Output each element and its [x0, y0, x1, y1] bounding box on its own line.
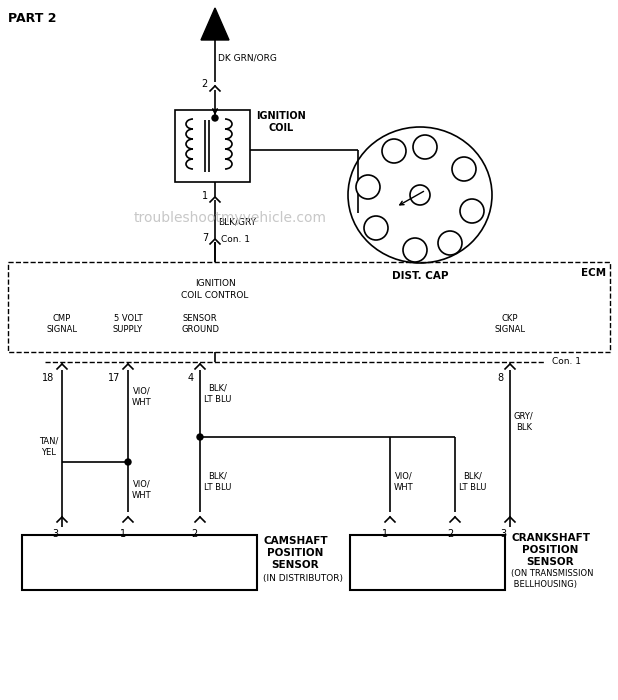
Polygon shape: [201, 8, 229, 40]
Text: 1: 1: [382, 529, 388, 539]
Circle shape: [356, 175, 380, 199]
Text: 3: 3: [500, 529, 506, 539]
Text: VIO/
WHT: VIO/ WHT: [132, 480, 151, 500]
Text: 2: 2: [365, 183, 371, 192]
Bar: [350, 535, 505, 590]
Text: 18: 18: [42, 373, 54, 383]
Text: 2: 2: [201, 79, 208, 89]
Text: Con. 1: Con. 1: [221, 234, 250, 244]
Text: 7: 7: [201, 233, 208, 243]
Circle shape: [438, 231, 462, 255]
Bar: [175, 110, 250, 182]
Text: (IN DISTRIBUTOR): (IN DISTRIBUTOR): [263, 575, 343, 584]
Circle shape: [212, 115, 218, 121]
Text: 2: 2: [447, 529, 453, 539]
Text: 4: 4: [188, 373, 194, 383]
Text: 1: 1: [391, 146, 397, 155]
Text: 8: 8: [498, 373, 504, 383]
Text: 8: 8: [422, 143, 428, 151]
Text: BLK/
LT BLU: BLK/ LT BLU: [204, 472, 231, 492]
Circle shape: [460, 199, 484, 223]
Circle shape: [403, 238, 427, 262]
Text: BLK/
LT BLU: BLK/ LT BLU: [459, 472, 486, 492]
Text: IGNITION
COIL: IGNITION COIL: [256, 111, 306, 133]
Text: BLK/
LT BLU: BLK/ LT BLU: [204, 384, 231, 404]
Circle shape: [382, 139, 406, 163]
Text: CAMSHAFT
POSITION
SENSOR: CAMSHAFT POSITION SENSOR: [263, 536, 328, 570]
Text: 4: 4: [461, 164, 467, 174]
Text: CRANKSHAFT
POSITION
SENSOR: CRANKSHAFT POSITION SENSOR: [511, 533, 590, 568]
Text: DK GRN/ORG: DK GRN/ORG: [218, 53, 277, 62]
Circle shape: [364, 216, 388, 240]
Text: DIST. CAP: DIST. CAP: [392, 271, 448, 281]
Text: 3: 3: [469, 206, 475, 216]
Circle shape: [452, 157, 476, 181]
Circle shape: [197, 434, 203, 440]
Text: PART 2: PART 2: [8, 12, 56, 25]
Circle shape: [413, 135, 437, 159]
Text: 5 VOLT
SUPPLY: 5 VOLT SUPPLY: [113, 314, 143, 334]
Text: BLK/GRY: BLK/GRY: [218, 218, 256, 227]
Text: 3: 3: [52, 529, 58, 539]
Circle shape: [125, 459, 131, 465]
Text: (ON TRANSMISSION
 BELLHOUSING): (ON TRANSMISSION BELLHOUSING): [511, 569, 593, 589]
Text: 1: 1: [202, 191, 208, 201]
Text: 6: 6: [447, 239, 453, 248]
Text: 1: 1: [120, 529, 126, 539]
Text: VIO/
WHT: VIO/ WHT: [394, 472, 413, 492]
Text: A: A: [210, 20, 220, 33]
Text: CMP
SIGNAL: CMP SIGNAL: [46, 314, 77, 334]
Text: troubleshootmyvehicle.com: troubleshootmyvehicle.com: [133, 211, 326, 225]
Bar: [22, 535, 257, 590]
Text: 5: 5: [412, 246, 418, 255]
Text: IGNITION: IGNITION: [195, 279, 235, 288]
Bar: [8, 262, 610, 352]
Text: TAN/
YEL: TAN/ YEL: [38, 437, 58, 457]
Text: VIO/
WHT: VIO/ WHT: [132, 387, 151, 407]
Text: 2: 2: [192, 529, 198, 539]
Text: COIL CONTROL: COIL CONTROL: [181, 291, 248, 300]
Text: 7: 7: [373, 223, 379, 232]
Text: ECM: ECM: [581, 268, 606, 278]
Text: SENSOR
GROUND: SENSOR GROUND: [181, 314, 219, 334]
Text: GRY/
BLK: GRY/ BLK: [514, 412, 534, 432]
Text: CKP
SIGNAL: CKP SIGNAL: [494, 314, 525, 334]
Text: Con. 1: Con. 1: [552, 358, 581, 367]
Text: 17: 17: [108, 373, 120, 383]
